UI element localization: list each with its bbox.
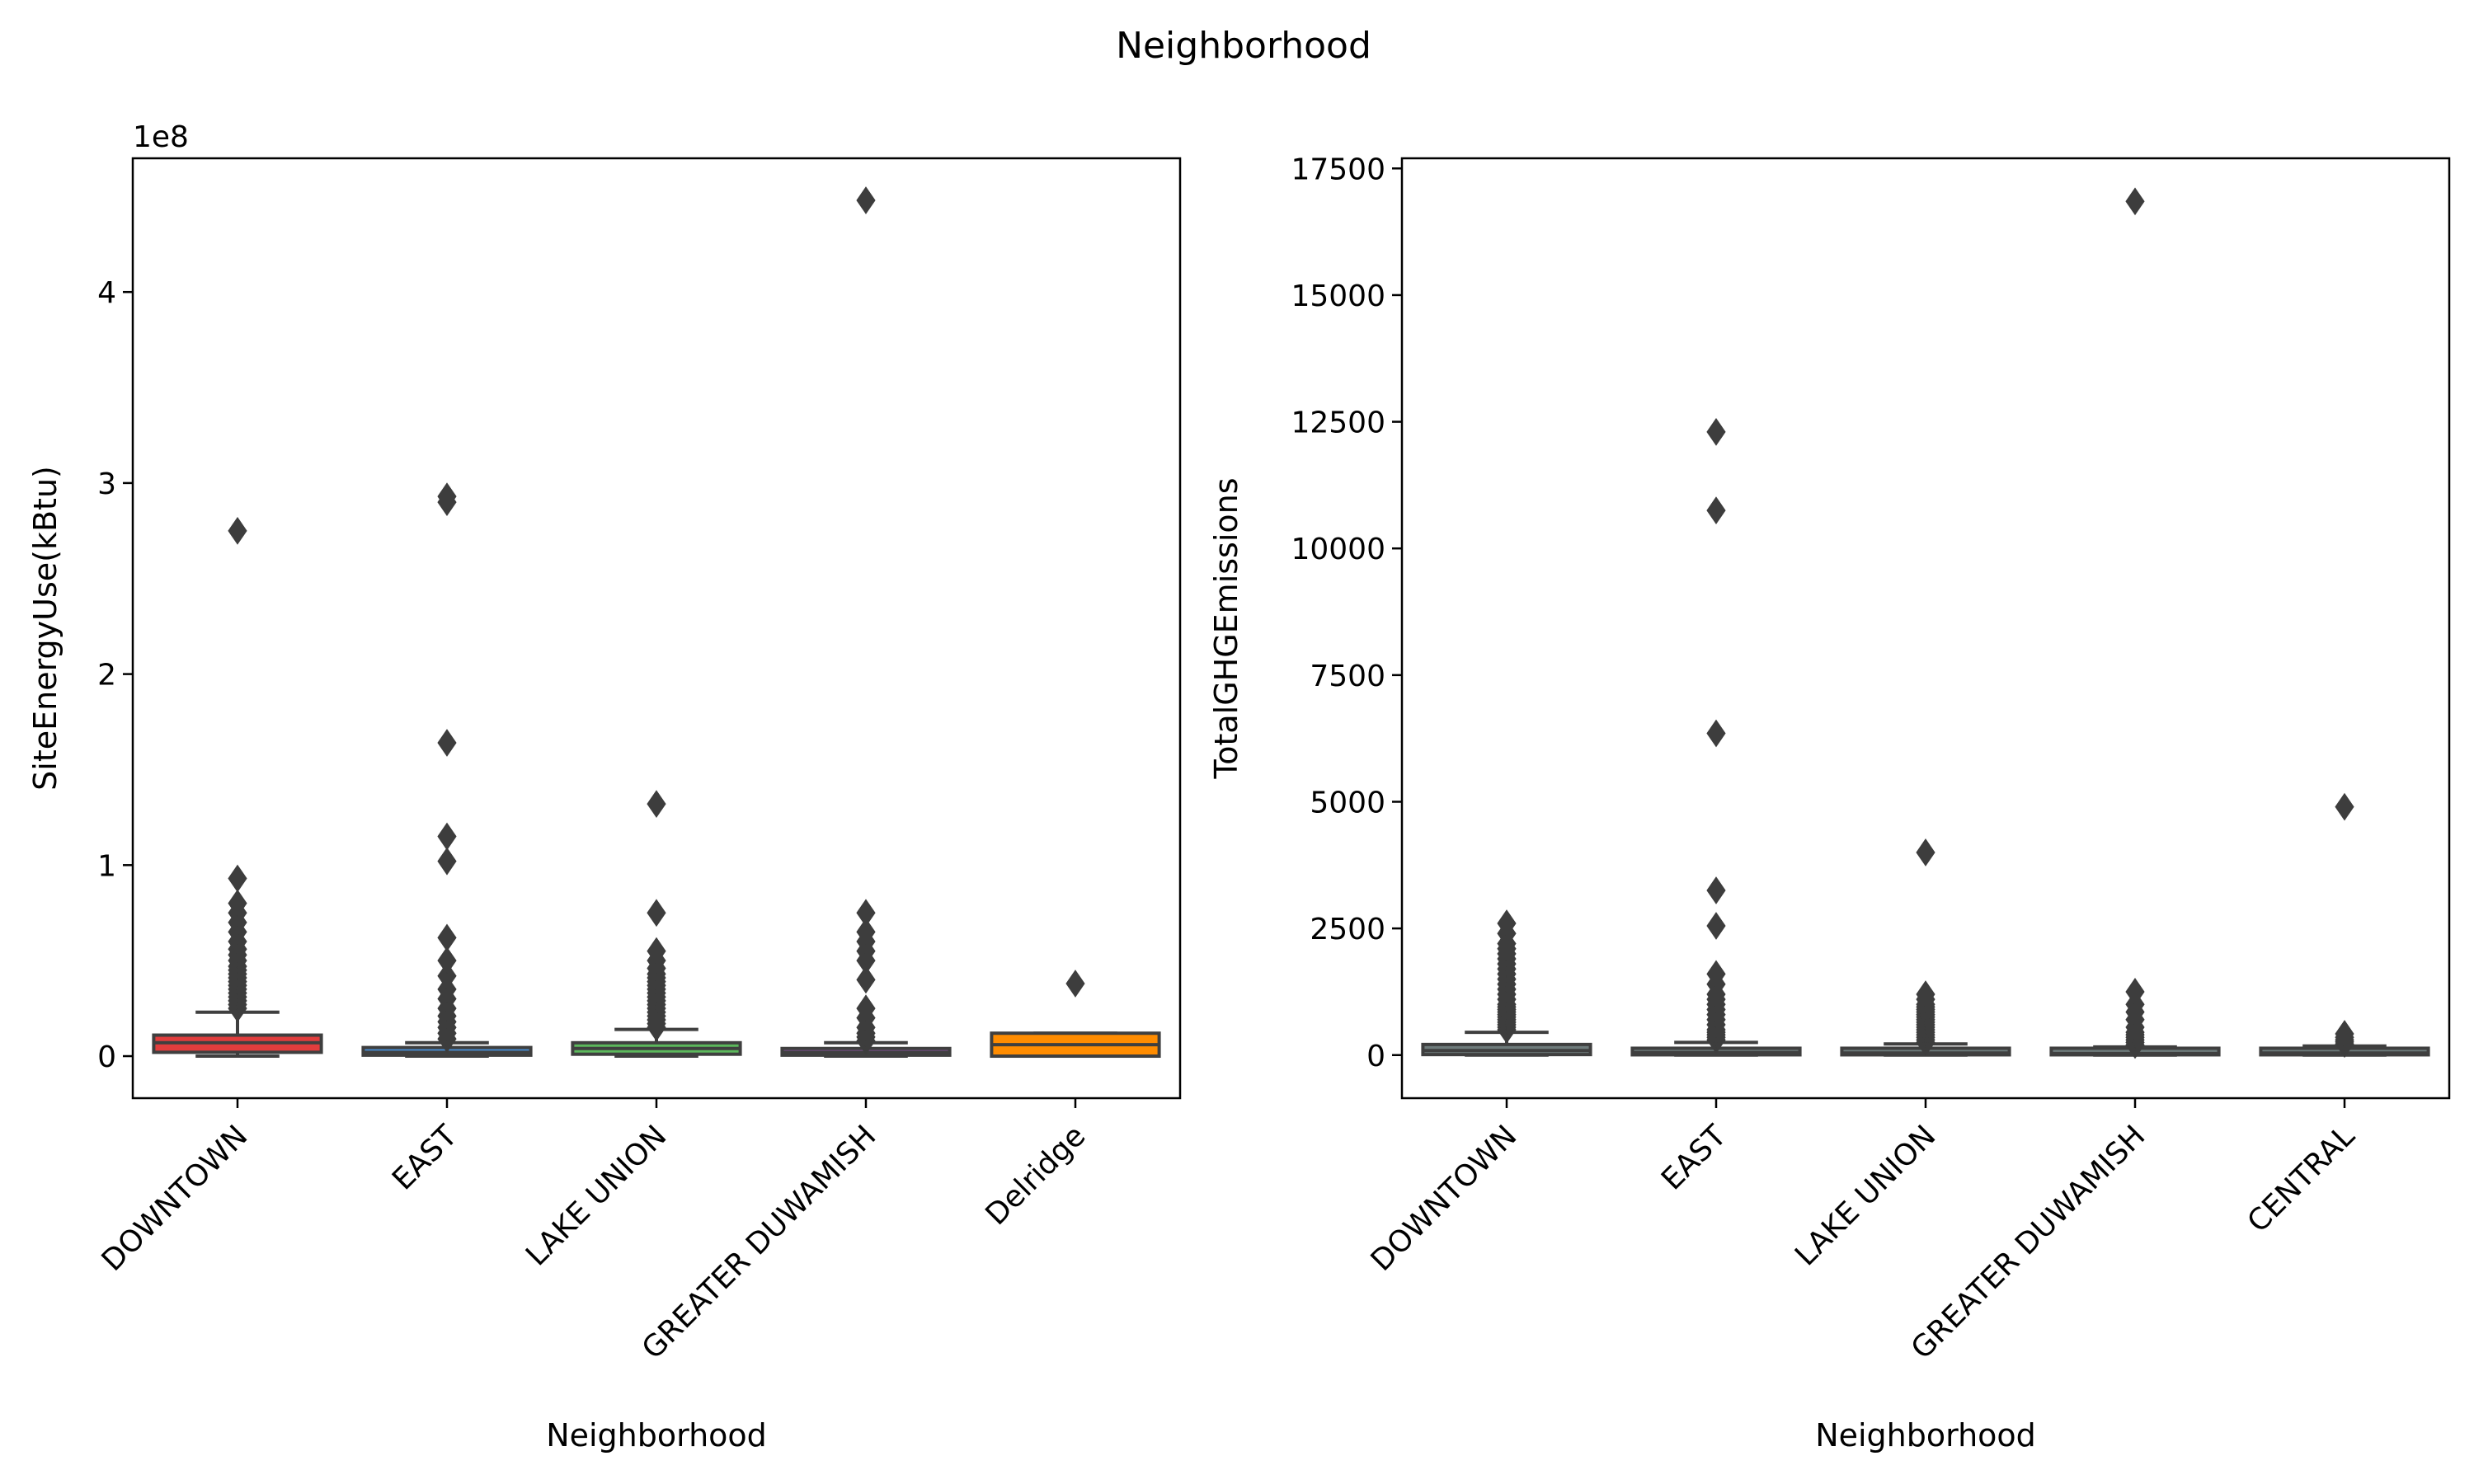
outlier-point (228, 864, 247, 893)
y-axis-label: TotalGHGEmissions (1208, 477, 1244, 779)
y-tick-label: 2500 (1310, 913, 1385, 946)
outlier-point (1706, 912, 1726, 940)
x-axis-label: Neighborhood (546, 1417, 767, 1453)
box-lake-union (1840, 838, 2011, 1057)
outlier-point (647, 937, 666, 965)
x-tick-label: EAST (386, 1119, 464, 1197)
y-tick-label: 12500 (1291, 406, 1385, 440)
outlier-point (437, 961, 457, 990)
box-east (361, 482, 533, 1059)
y-tick-label: 15000 (1291, 279, 1385, 313)
x-tick-label: GREATER DUWAMISH (1905, 1119, 2152, 1366)
outlier-point (2335, 1020, 2354, 1048)
x-tick-label: DOWNTOWN (96, 1119, 255, 1278)
outlier-point (647, 790, 666, 819)
box-delridge (990, 970, 1161, 1059)
outlier-point (2335, 792, 2354, 821)
x-tick-label: LAKE UNION (520, 1119, 673, 1272)
outlier-point (1706, 496, 1726, 524)
y-tick-label: 1 (97, 849, 116, 883)
box-central (2259, 792, 2430, 1059)
plot-frame (1400, 157, 2451, 1100)
outlier-point (437, 729, 457, 757)
x-tick-label: EAST (1655, 1119, 1733, 1197)
outlier-point (228, 889, 247, 918)
outlier-point (1497, 909, 1517, 937)
outlier-point (437, 946, 457, 975)
ghg-boxplot-panel: 0 2500 5000 7500 10000 12500 15000 17500 DOWNTOW… (1208, 153, 2451, 1453)
outlier-point (1706, 876, 1726, 904)
box-lake-union (571, 790, 742, 1059)
y-tick-label: 17500 (1291, 153, 1385, 186)
outlier-point (1706, 719, 1726, 748)
y-tick-label: 7500 (1310, 660, 1385, 693)
y-tick-label: 3 (97, 467, 116, 501)
outlier-point (1916, 980, 1935, 1008)
outlier-point (1916, 838, 1935, 866)
y-axis-label: SiteEnergyUse(kBtu) (27, 466, 63, 791)
outlier-point (856, 918, 876, 946)
y-tick-label: 0 (1366, 1040, 1385, 1073)
outlier-point (2125, 187, 2145, 216)
outlier-point (437, 923, 457, 952)
y-tick-label: 5000 (1310, 786, 1385, 819)
box-greater-duwamish (780, 186, 952, 1059)
outlier-point (1706, 417, 1726, 446)
y-tick-label: 2 (97, 659, 116, 693)
box-downtown (152, 516, 323, 1059)
outlier-point (647, 899, 666, 928)
x-tick-label: Delridge (980, 1119, 1093, 1232)
x-tick-label: DOWNTOWN (1365, 1119, 1524, 1278)
y-offset-label: 1e8 (133, 120, 189, 154)
x-axis-label: Neighborhood (1815, 1417, 2036, 1453)
x-tick-label: CENTRAL (2241, 1119, 2362, 1239)
outlier-point (437, 847, 457, 876)
outlier-point (856, 186, 876, 214)
outlier-point (437, 822, 457, 851)
y-tick-label: 0 (97, 1040, 116, 1074)
box-greater-duwamish (2049, 187, 2221, 1059)
outlier-point (1065, 970, 1085, 998)
y-tick-label: 10000 (1291, 533, 1385, 566)
figure-title: Neighborhood (1116, 25, 1371, 67)
y-tick-label: 4 (97, 276, 116, 310)
outlier-point (228, 516, 247, 545)
outlier-point (437, 482, 457, 511)
box-east (1630, 417, 1802, 1057)
x-tick-label: GREATER DUWAMISH (636, 1119, 883, 1366)
x-tick-label: LAKE UNION (1789, 1119, 1942, 1272)
outlier-point (2125, 978, 2145, 1006)
outlier-point (856, 899, 876, 928)
box-downtown (1421, 909, 1592, 1057)
outlier-point (1706, 960, 1726, 989)
outlier-point (856, 965, 876, 994)
outlier-point (856, 994, 876, 1022)
